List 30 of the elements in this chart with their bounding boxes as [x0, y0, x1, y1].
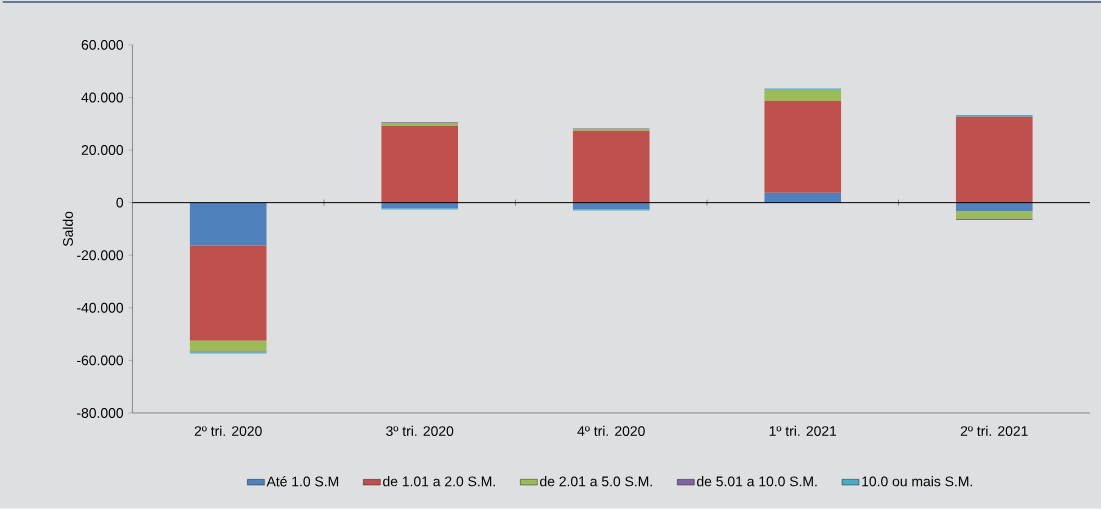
x-tick-label: 3º tri. 2020 [386, 425, 454, 437]
y-tick-label: 20.000 [81, 145, 124, 156]
bar [955, 116, 1033, 203]
y-tick-label: 40.000 [81, 92, 124, 103]
bar [189, 340, 267, 352]
bar [572, 131, 650, 203]
y-tick-label: -40.000 [77, 303, 124, 313]
y-tick-label: 0 [116, 197, 124, 208]
y-tick-label: -80.000 [77, 408, 124, 419]
x-tick-label: 2º tri. 2020 [194, 425, 262, 437]
bar [189, 245, 267, 341]
legend-label: de 5.01 a 10.0 S.M. [697, 476, 817, 487]
bar [381, 126, 459, 203]
x-tick-label: 1º tri. 2021 [769, 425, 837, 437]
x-tick-label: 4º tri. 2020 [577, 425, 645, 437]
bar [764, 192, 842, 203]
legend-label: de 2.01 a 5.0 S.M. [540, 476, 652, 487]
bar [764, 101, 842, 193]
y-tick-label: -20.000 [77, 250, 124, 261]
bar [955, 202, 1033, 212]
y-tick-label: 60.000 [81, 40, 124, 50]
legend-label: 10.0 ou mais S.M. [862, 476, 973, 487]
x-tick-label: 2º tri. 2021 [960, 425, 1028, 437]
bar [764, 89, 842, 102]
y-tick-label: -60.000 [77, 355, 124, 366]
legend-label: de 1.01 a 2.0 S.M. [383, 476, 495, 487]
legend-label: Até 1.0 S.M [266, 476, 339, 487]
bar [955, 211, 1033, 220]
y-axis-title: Saldo [62, 211, 73, 247]
bar [189, 202, 267, 246]
